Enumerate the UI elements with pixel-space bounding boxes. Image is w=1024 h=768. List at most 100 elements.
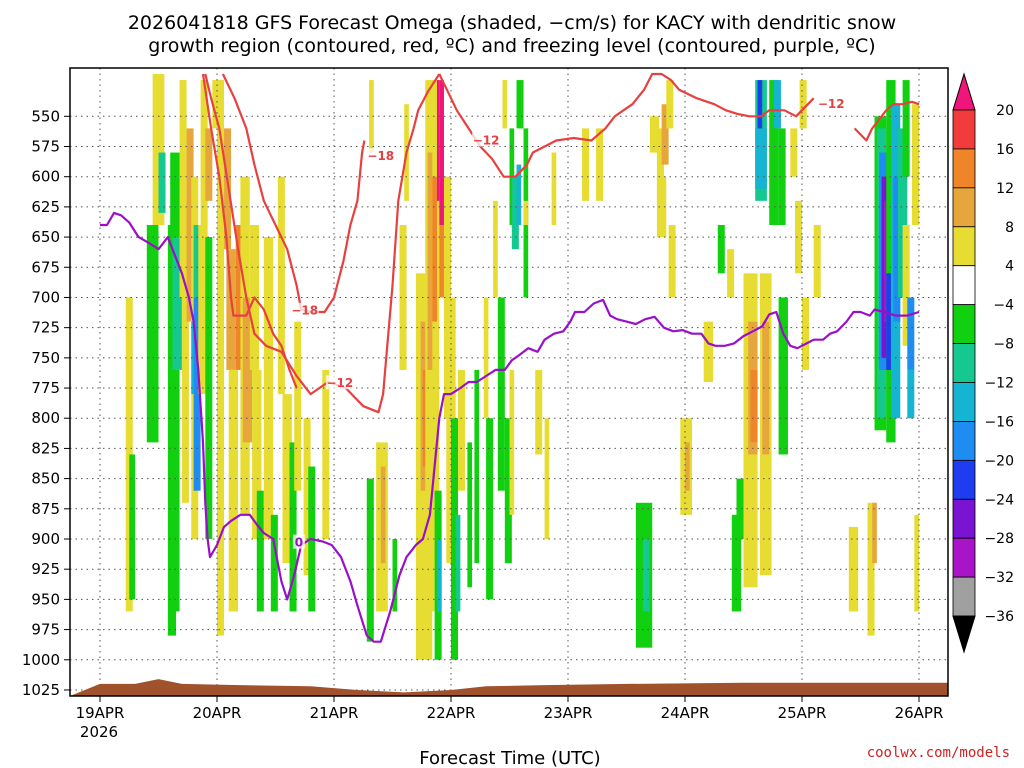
omega-cell-31 [256,490,264,612]
colorbar-bottom-arrow [952,615,976,654]
omega-cell-86 [642,539,650,612]
contour-label-bg-dgz-minus18 [290,302,319,317]
contour-lines: −12 −12 −12 −18 −18 0 [100,72,920,643]
colorbar-label-6: −8 [993,337,1014,353]
omega-cell-95 [703,321,714,382]
colorbar-label-3: 8 [1005,220,1014,236]
colorbar-label-10: −24 [984,492,1014,508]
x-tick-label-3: 22APR [427,704,476,722]
omega-cell-113 [794,200,802,274]
omega-cell-8 [172,369,180,612]
y-tick-label-775: 775 [31,379,60,397]
omega-cell-77 [516,164,522,225]
omega-cell-57 [436,539,442,612]
omega-cell-16 [200,80,208,225]
omega-cell-69 [493,200,498,298]
omega-cell-135 [911,104,919,225]
y-tick-label-875: 875 [31,500,60,518]
omega-cell-115 [802,297,810,370]
colorbar-bin-6 [952,304,976,344]
colorbar-bin-3 [952,187,976,228]
terrain-fill [70,679,948,696]
omega-cell-87 [649,116,660,153]
omega-cell-99 [731,514,742,612]
omega-cell-66 [474,369,480,564]
omega-cell-97 [727,249,735,298]
y-tick-label-625: 625 [31,198,60,216]
x-axis: 19APR 20APR 21APR 22APR 23APR 24APR 25APR 26APR… [76,696,944,741]
omega-cell-1 [129,454,136,600]
contour-label-bg-dgz-minus18-west [366,148,395,163]
y-axis: 550 575 600 625 650 675 700 725 750 775 800 825 850 8… [22,107,70,699]
omega-cell-92 [668,225,676,298]
colorbar-label-1: 16 [996,142,1014,158]
omega-cell-68 [486,418,494,600]
omega-cell-76 [516,80,524,129]
y-tick-label-675: 675 [31,258,60,276]
omega-cell-41 [366,478,374,642]
x-axis-label: Forecast Time (UTC) [419,748,600,768]
contour-label-dgz-minus18: −18 [291,304,318,318]
omega-cell-34 [277,176,285,395]
y-tick-label-925: 925 [31,560,60,578]
omega-cell-128 [893,176,901,322]
omega-cell-112 [790,128,798,177]
plot-frame [69,67,949,697]
y-tick-label-750: 750 [31,349,60,367]
omega-cell-70 [497,297,505,491]
omega-cell-26 [235,225,243,370]
y-tick-label-1000: 1000 [22,651,60,669]
omega-cell-111 [778,128,786,225]
omega-cell-59 [439,225,444,298]
omega-cell-130 [902,80,910,177]
omega-cell-67 [483,297,489,419]
omega-cell-5 [167,225,177,636]
omega-cell-116 [813,225,821,298]
omega-cell-14 [193,297,201,491]
x-tick-year-label: 2026 [80,723,118,741]
omega-cell-11 [186,128,194,322]
y-tick-label-700: 700 [31,288,60,306]
omega-cell-72 [504,418,512,564]
colorbar-label-13: −36 [984,609,1014,625]
omega-cell-96 [717,225,725,274]
y-tick-label-950: 950 [31,590,60,608]
colorbar-bin-10 [952,459,976,500]
credit-text[interactable]: coolwx.com/models [867,745,1010,761]
omega-cell-54 [432,176,437,322]
omega-cell-117 [848,526,859,612]
omega-cell-88 [656,128,664,201]
contour-label-dgz-minus18-west: −18 [367,149,394,163]
omega-cell-75 [511,176,519,250]
colorbar-label-11: −28 [984,531,1014,547]
omega-cell-53 [432,80,440,564]
y-tick-label-1025: 1025 [22,681,60,699]
contour-dgz-minus18-west [201,73,298,389]
colorbar-bin-13 [952,576,976,617]
colorbar-bin-12 [952,537,976,578]
colorbar-top-arrow [952,72,976,111]
omega-cell-10 [181,200,189,503]
omega-cell-46 [399,225,407,370]
omega-cell-64 [458,369,466,491]
contour-dgz-minus12-far-east [853,100,920,142]
colorbar-bin-4 [952,226,976,267]
omega-cell-38 [303,418,311,576]
y-tick-label-825: 825 [31,439,60,457]
colorbar-bin-5 [952,265,976,306]
omega-cell-132 [907,297,915,370]
contour-label-freezing-level: 0 [295,536,303,550]
omega-cell-65 [467,442,473,588]
contour-label-bg-dgz-minus12-far-east [817,96,846,111]
colorbar-label-5: −4 [993,298,1014,314]
omega-cell-63 [455,514,461,612]
omega-cell-58 [439,80,444,225]
chart-title-line1: 2026041818 GFS Forecast Omega (shaded, −… [128,12,896,34]
omega-cell-107 [762,321,770,455]
omega-cell-9 [179,80,187,298]
x-tick-label-7: 26APR [895,704,944,722]
omega-cell-89 [661,104,669,165]
omega-cell-90 [656,176,667,238]
grid-lines [70,68,948,696]
